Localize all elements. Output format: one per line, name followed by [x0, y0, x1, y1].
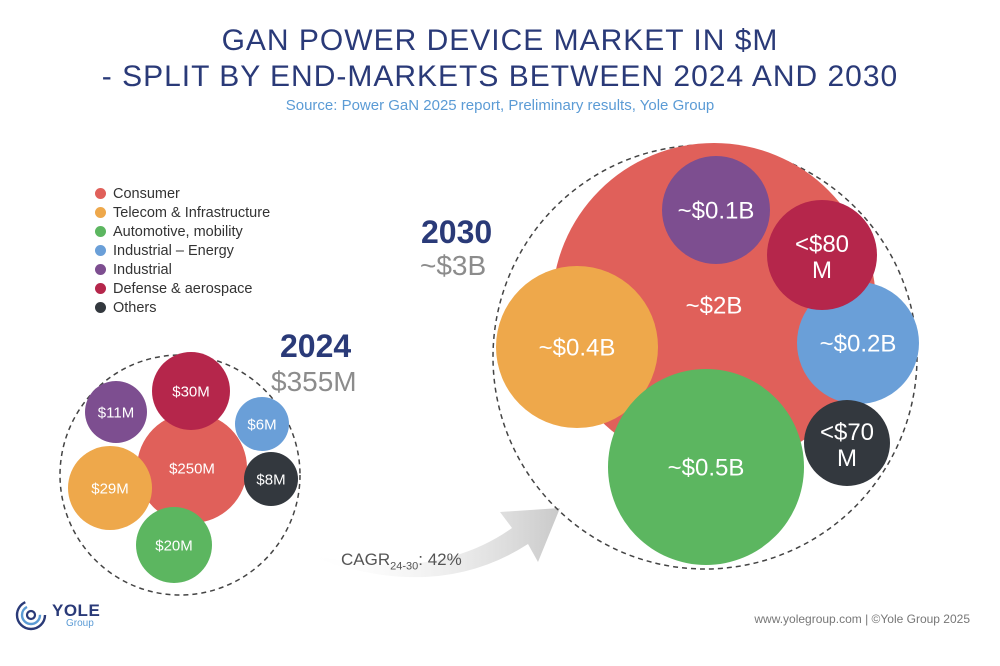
year-label-2024: 2024 — [280, 328, 352, 364]
legend-swatch — [95, 245, 106, 256]
bubble-2024-1 — [68, 446, 152, 530]
bubble-label-2030-2: ~$0.5B — [668, 455, 745, 482]
cagr-text: CAGR — [341, 550, 391, 569]
yole-logo-icon — [15, 599, 47, 631]
bubble-label-2030-4: ~$0.1B — [678, 198, 755, 225]
bubble-2024-3 — [235, 397, 289, 451]
bubble-2030-2 — [608, 369, 804, 565]
legend-swatch — [95, 264, 106, 275]
chart-title-line2: - SPLIT BY END-MARKETS BETWEEN 2024 AND … — [101, 60, 899, 93]
legend-item-industrial: Industrial — [95, 260, 270, 279]
bubble-2030-3 — [797, 282, 919, 404]
bubble-2024-0 — [137, 413, 247, 523]
bubble-label-2024-0: $250M — [169, 460, 215, 477]
bubble-2024-5 — [152, 352, 230, 430]
legend-label: Telecom & Infrastructure — [113, 204, 271, 221]
legend-swatch — [95, 283, 106, 294]
total-label-2030: ~$3B — [420, 250, 487, 281]
legend-label: Industrial – Energy — [113, 242, 234, 259]
logo-sub: Group — [66, 617, 94, 629]
legend-item-consumer: Consumer — [95, 184, 270, 203]
legend-item-telecom: Telecom & Infrastructure — [95, 203, 270, 222]
legend-item-automotive: Automotive, mobility — [95, 222, 270, 241]
bubble-label-2024-1: $29M — [91, 480, 129, 497]
legend-swatch — [95, 226, 106, 237]
bubbles-2030: ~$2B ~$0.4B ~$0.5B ~$0.2B ~$0.1B <$80 M <$70 M — [492, 143, 919, 570]
bubble-2030-4 — [662, 156, 770, 264]
bubble-label-2030-6: <$70 M — [820, 419, 874, 472]
growth-arrow — [300, 508, 560, 578]
logo-name: YOLE — [52, 600, 101, 620]
bubble-label-2024-5: $30M — [172, 383, 210, 400]
bubble-2030-1 — [496, 266, 658, 428]
legend-label: Consumer — [113, 185, 180, 202]
legend-label: Others — [113, 299, 157, 316]
cagr-value: : 42% — [418, 550, 462, 569]
legend-label: Defense & aerospace — [113, 280, 253, 297]
legend-label: Automotive, mobility — [113, 223, 243, 240]
legend-swatch — [95, 207, 106, 218]
footer-copyright: www.yolegroup.com | ©Yole Group 2025 — [754, 612, 970, 626]
legend-item-industrial-energy: Industrial – Energy — [95, 241, 270, 260]
legend-item-others: Others — [95, 298, 270, 317]
legend: Consumer Telecom & Infrastructure Automo… — [95, 184, 270, 317]
bubble-2024-6 — [244, 452, 298, 506]
yole-logo: YOLE Group — [14, 598, 100, 632]
legend-label: Industrial — [113, 261, 172, 278]
bubble-label-2024-4: $11M — [98, 404, 134, 421]
outer-circle-2024 — [59, 354, 301, 596]
bubble-label-2030-0: ~$2B — [686, 293, 743, 320]
chart-subtitle: Source: Power GaN 2025 report, Prelimina… — [285, 97, 715, 114]
legend-item-defense: Defense & aerospace — [95, 279, 270, 298]
bubble-2030-5 — [767, 200, 877, 310]
cagr-label: CAGR24-30: 42% — [341, 550, 462, 572]
legend-swatch — [95, 302, 106, 313]
legend-swatch — [95, 188, 106, 199]
bubble-label-2024-2: $20M — [155, 537, 193, 554]
cagr-period: 24-30 — [390, 560, 419, 573]
total-label-2024: $355M — [271, 366, 357, 397]
bubble-label-2024-6: $8M — [256, 471, 285, 488]
bubble-2024-2 — [136, 507, 212, 583]
bubble-2024-4 — [85, 381, 147, 443]
bubble-label-2030-1: ~$0.4B — [539, 335, 616, 362]
bubble-label-2024-3: $6M — [247, 416, 276, 433]
chart-title-line1: GAN POWER DEVICE MARKET IN $M — [221, 24, 779, 57]
bubbles-2024: $250M $29M $20M $6M $11M $30M $8M — [59, 352, 301, 596]
bubble-label-2030-5: <$80 M — [795, 231, 849, 284]
bubble-2030-6 — [804, 400, 890, 486]
bubble-label-2030-3: ~$0.2B — [820, 331, 897, 358]
year-label-2030: 2030 — [421, 214, 493, 250]
